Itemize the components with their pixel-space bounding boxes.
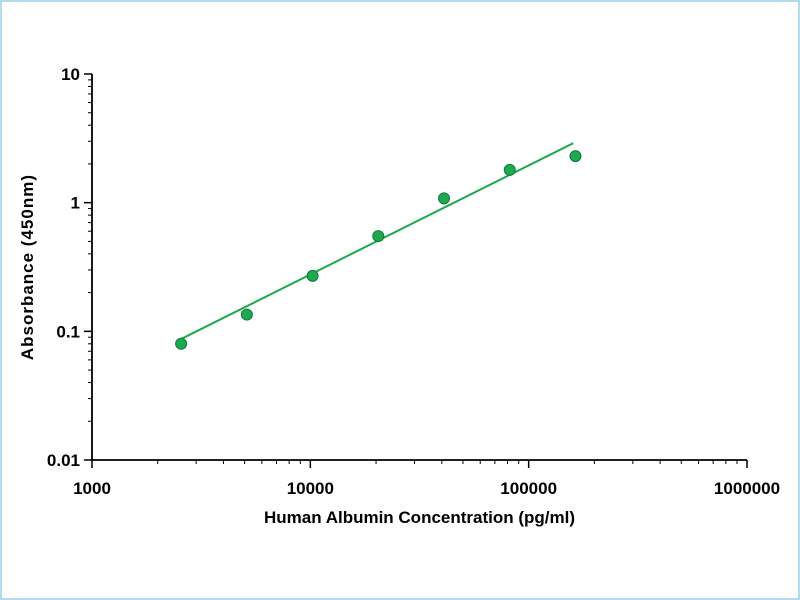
- y-tick-label: 0.01: [47, 451, 80, 470]
- y-tick-label: 10: [61, 65, 80, 84]
- data-point: [240, 308, 253, 321]
- y-axis-title: Absorbance (450nm): [18, 173, 37, 361]
- x-tick-label: 10000: [287, 479, 334, 498]
- x-axis-title: Human Albumin Concentration (pg/ml): [263, 508, 576, 527]
- data-point: [372, 230, 385, 243]
- data-point: [175, 337, 188, 350]
- y-axis-title-wrap: Absorbance (450nm): [10, 74, 46, 460]
- data-point: [503, 163, 516, 176]
- x-tick-label: 100000: [500, 479, 557, 498]
- data-point: [569, 150, 582, 163]
- y-tick-label: 0.1: [56, 322, 80, 341]
- data-point: [306, 269, 319, 282]
- y-tick-label: 1: [71, 194, 80, 213]
- x-tick-label: 1000: [73, 479, 111, 498]
- trend-line: [176, 142, 574, 342]
- data-point: [438, 192, 451, 205]
- x-tick-label: 1000000: [714, 479, 780, 498]
